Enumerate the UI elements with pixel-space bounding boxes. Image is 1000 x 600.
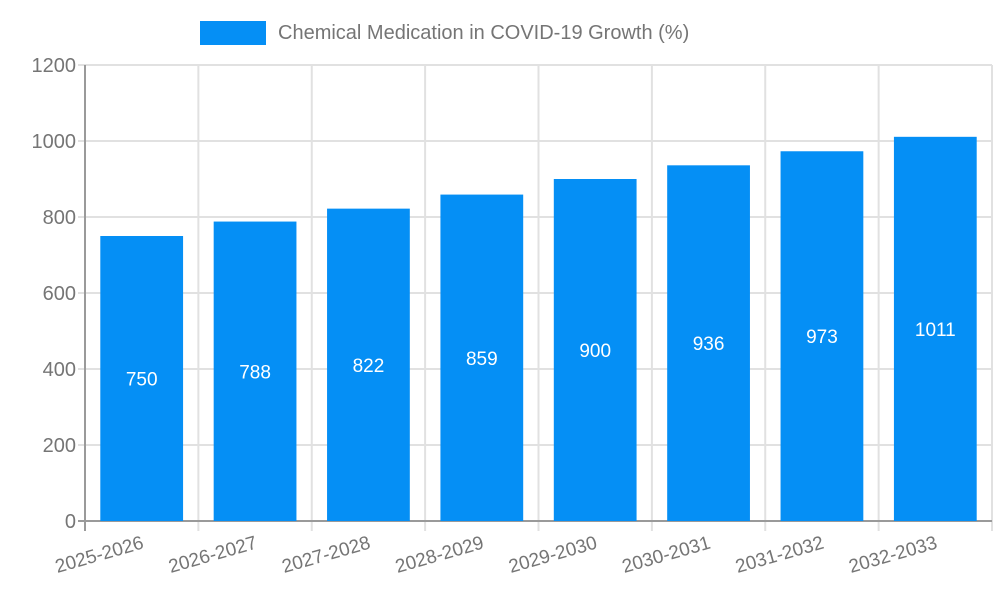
x-tick-label: 2030-2031 [620,533,713,578]
bar-value-label: 936 [693,334,725,355]
legend-label: Chemical Medication in COVID-19 Growth (… [278,21,690,44]
y-tick-label: 600 [43,283,76,305]
chart-legend: Chemical Medication in COVID-19 Growth (… [200,20,689,46]
bar-value-label: 900 [579,341,611,362]
y-tick-label: 1000 [32,131,77,153]
bar [553,179,637,521]
bar [100,236,184,521]
bar-value-label: 788 [239,362,271,383]
legend-swatch [200,21,266,45]
x-tick-label: 2031-2032 [733,533,826,578]
bar [893,136,977,521]
bar [667,165,750,521]
x-tick-label: 2028-2029 [393,533,486,578]
y-tick-label: 400 [43,359,76,381]
x-tick-label: 2032-2033 [847,533,940,578]
x-tick-label: 2029-2030 [506,533,599,578]
bar-value-label: 750 [126,370,158,391]
y-tick-label: 800 [43,207,76,229]
x-tick-label: 2025-2026 [53,533,146,578]
bar-value-label: 822 [353,356,385,377]
bar-value-label: 1011 [915,320,956,341]
bar [327,208,410,521]
x-tick-label: 2026-2027 [166,533,259,578]
y-tick-label: 1200 [32,55,77,77]
y-tick-label: 0 [65,511,76,533]
y-tick-label: 200 [43,435,76,457]
bar-value-label: 859 [466,349,498,370]
bar [440,194,524,521]
x-tick-label: 2027-2028 [280,533,373,578]
bar-value-label: 973 [806,327,838,348]
bar [213,221,297,521]
bar [780,151,864,521]
